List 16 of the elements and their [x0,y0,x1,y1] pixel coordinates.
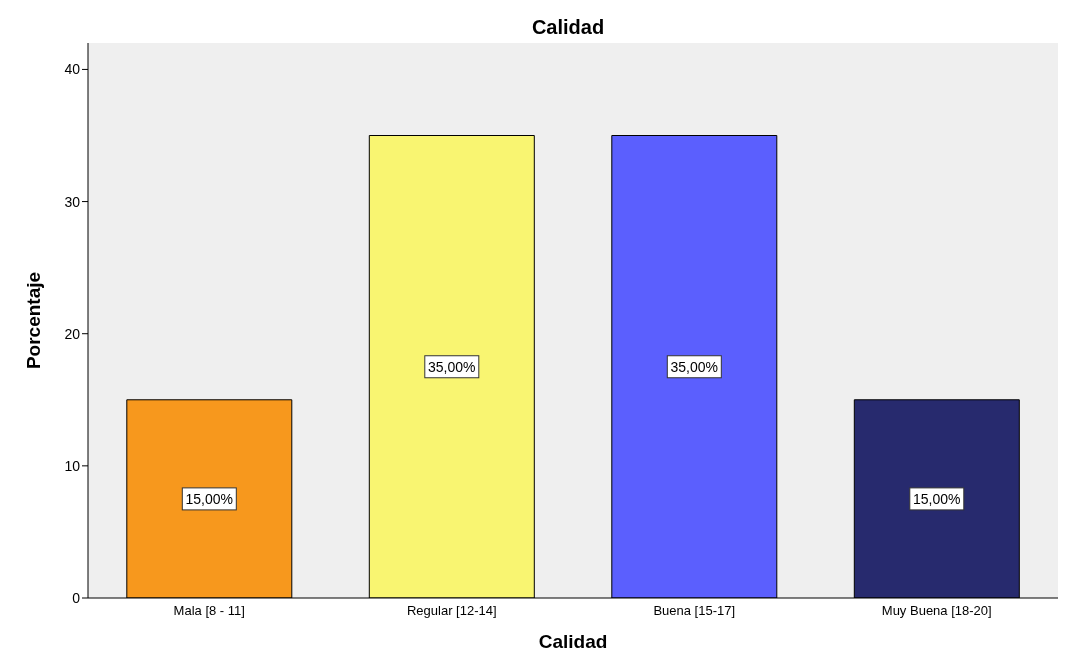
data-label: 35,00% [428,358,476,375]
x-tick-label: Buena [15-17] [653,603,736,619]
y-axis-title: Porcentaje [22,271,44,370]
x-axis-title: Calidad [538,631,608,652]
y-tick-label: 10 [64,457,81,474]
y-tick-label: 0 [72,589,81,606]
data-label: 15,00% [185,490,234,507]
chart-title: Calidad [531,16,605,38]
x-tick-label: Mala [8 - 11] [173,603,245,619]
y-tick-label: 40 [64,61,81,78]
y-tick-label: 30 [64,193,81,210]
x-tick-label: Regular [12-14] [406,603,497,619]
data-label: 35,00% [670,358,719,375]
y-tick-label: 20 [64,325,81,342]
data-label: 15,00% [913,490,961,507]
x-tick-label: Muy Buena [18-20] [881,603,992,619]
